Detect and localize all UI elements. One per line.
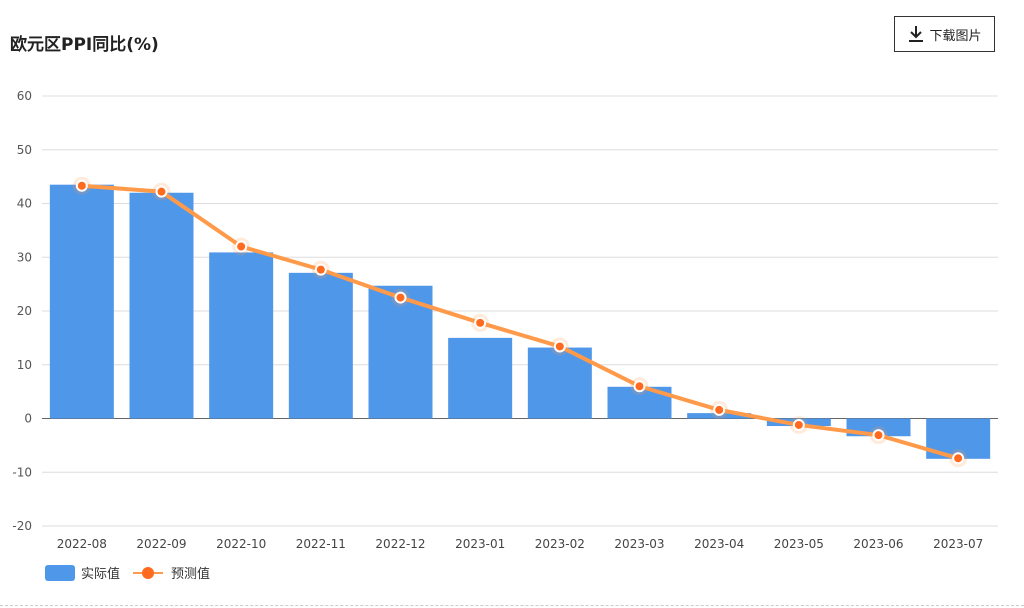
y-tick-label: 50 [17,143,32,157]
forecast-point [792,418,805,431]
forecast-point [872,429,885,442]
forecast-point [75,179,88,192]
forecast-point [553,340,566,353]
bar [129,192,194,419]
bar [368,285,433,419]
forecast-point [474,316,487,329]
forecast-point [155,185,168,198]
forecast-point [394,291,407,304]
bar [448,337,513,419]
x-tick-label: 2022-09 [136,537,186,551]
y-tick-label: 20 [17,304,32,318]
download-icon [909,26,924,42]
download-image-button[interactable]: 下载图片 [894,16,995,52]
y-tick-label: -10 [12,465,32,479]
download-label: 下载图片 [929,28,982,44]
forecast-point [713,403,726,416]
bar [288,272,353,419]
bar [209,252,274,419]
x-tick-label: 2022-08 [57,537,107,551]
x-tick-label: 2022-11 [296,537,346,551]
x-tick-label: 2023-06 [853,537,903,551]
x-tick-label: 2023-03 [614,537,664,551]
forecast-point [633,380,646,393]
bar [527,347,592,419]
forecast-point [314,263,327,276]
divider [0,605,1024,606]
forecast-line [81,183,959,461]
y-tick-label: 0 [24,412,32,426]
chart-title: 欧元区PPI同比(%) [10,35,159,55]
x-tick-label: 2023-04 [694,537,744,551]
bar [49,184,114,419]
x-tick-label: 2023-05 [774,537,824,551]
y-tick-label: 40 [17,197,32,211]
forecast-point [952,452,965,465]
x-tick-label: 2023-07 [933,537,983,551]
y-tick-label: 60 [17,89,32,103]
legend-bar-swatch [45,565,75,581]
y-tick-label: -20 [12,519,32,533]
y-tick-label: 30 [17,250,32,264]
legend-actual-label: 实际值 [81,566,120,582]
forecast-point [235,240,248,253]
y-tick-label: 10 [17,358,32,372]
x-tick-label: 2023-01 [455,537,505,551]
x-tick-label: 2023-02 [535,537,585,551]
legend-forecast-label: 预测值 [171,566,210,582]
x-tick-label: 2022-12 [375,537,425,551]
legend-line-point [142,567,154,579]
x-tick-label: 2022-10 [216,537,266,551]
